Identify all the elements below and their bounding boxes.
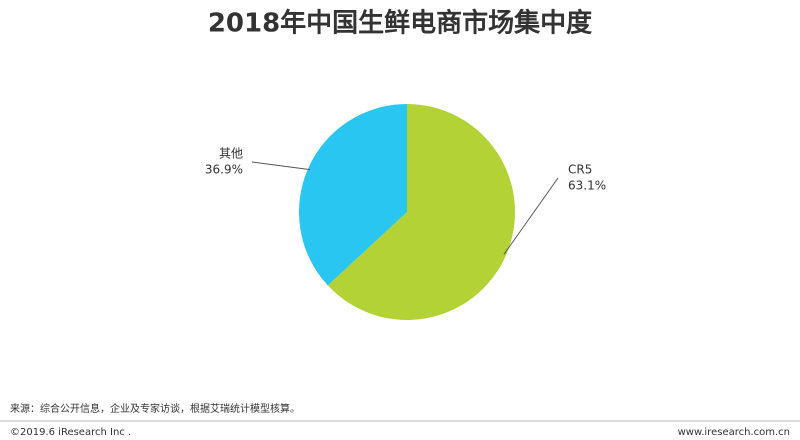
website: www.iresearch.com.cn <box>678 427 790 438</box>
pie-slice <box>327 104 515 320</box>
leader-line <box>251 161 311 171</box>
copyright: ©2019.6 iResearch Inc . <box>10 427 131 438</box>
slice-label: 其他 <box>219 147 243 161</box>
slice-label: CR5 <box>568 163 592 177</box>
leader-line <box>503 177 559 255</box>
source-note: 来源：综合公开信息，企业及专家访谈，根据艾瑞统计模型核算。 <box>10 402 300 415</box>
slice-value-label: 36.9% <box>205 163 243 177</box>
chart-title: 2018年中国生鲜电商市场集中度 <box>208 8 592 39</box>
pie-slice <box>298 103 407 286</box>
slice-value-label: 63.1% <box>568 179 606 193</box>
